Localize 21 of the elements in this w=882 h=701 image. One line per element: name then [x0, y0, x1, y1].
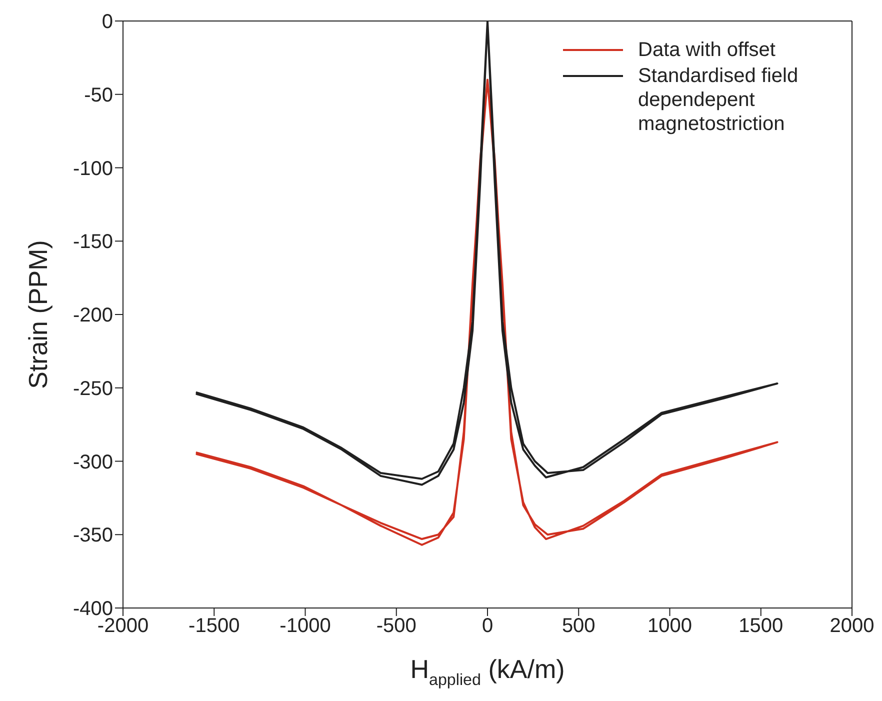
- legend-label: Data with offset: [638, 38, 776, 62]
- x-axis-title: H$_{applied}$ (kA/m): [410, 654, 565, 690]
- x-tick-label: -1000: [280, 615, 331, 638]
- y-axis-title: Strain (PPM): [23, 240, 54, 389]
- x-tick-label: 2000: [830, 615, 874, 638]
- legend-label: Standardised field dependepent magnetostriction: [638, 64, 800, 136]
- y-tick-label: -150: [72, 231, 113, 254]
- x-tick-label: 1000: [648, 615, 692, 638]
- y-tick-label: -350: [72, 524, 113, 547]
- x-tick-label: -1500: [188, 615, 240, 638]
- y-tick-label: 0: [102, 11, 113, 34]
- x-tick-label: -2000: [97, 615, 149, 638]
- x-tick-label: 500: [562, 615, 596, 638]
- y-tick-label: -300: [72, 451, 113, 474]
- x-tick-label: -500: [376, 615, 416, 638]
- x-tick-label: 0: [482, 615, 494, 638]
- y-tick-label: -200: [72, 304, 113, 327]
- y-tick-label: -250: [72, 378, 113, 400]
- x-tick-label: 1500: [738, 615, 784, 638]
- y-tick-label: -100: [72, 158, 113, 180]
- y-tick-label: -50: [84, 84, 113, 106]
